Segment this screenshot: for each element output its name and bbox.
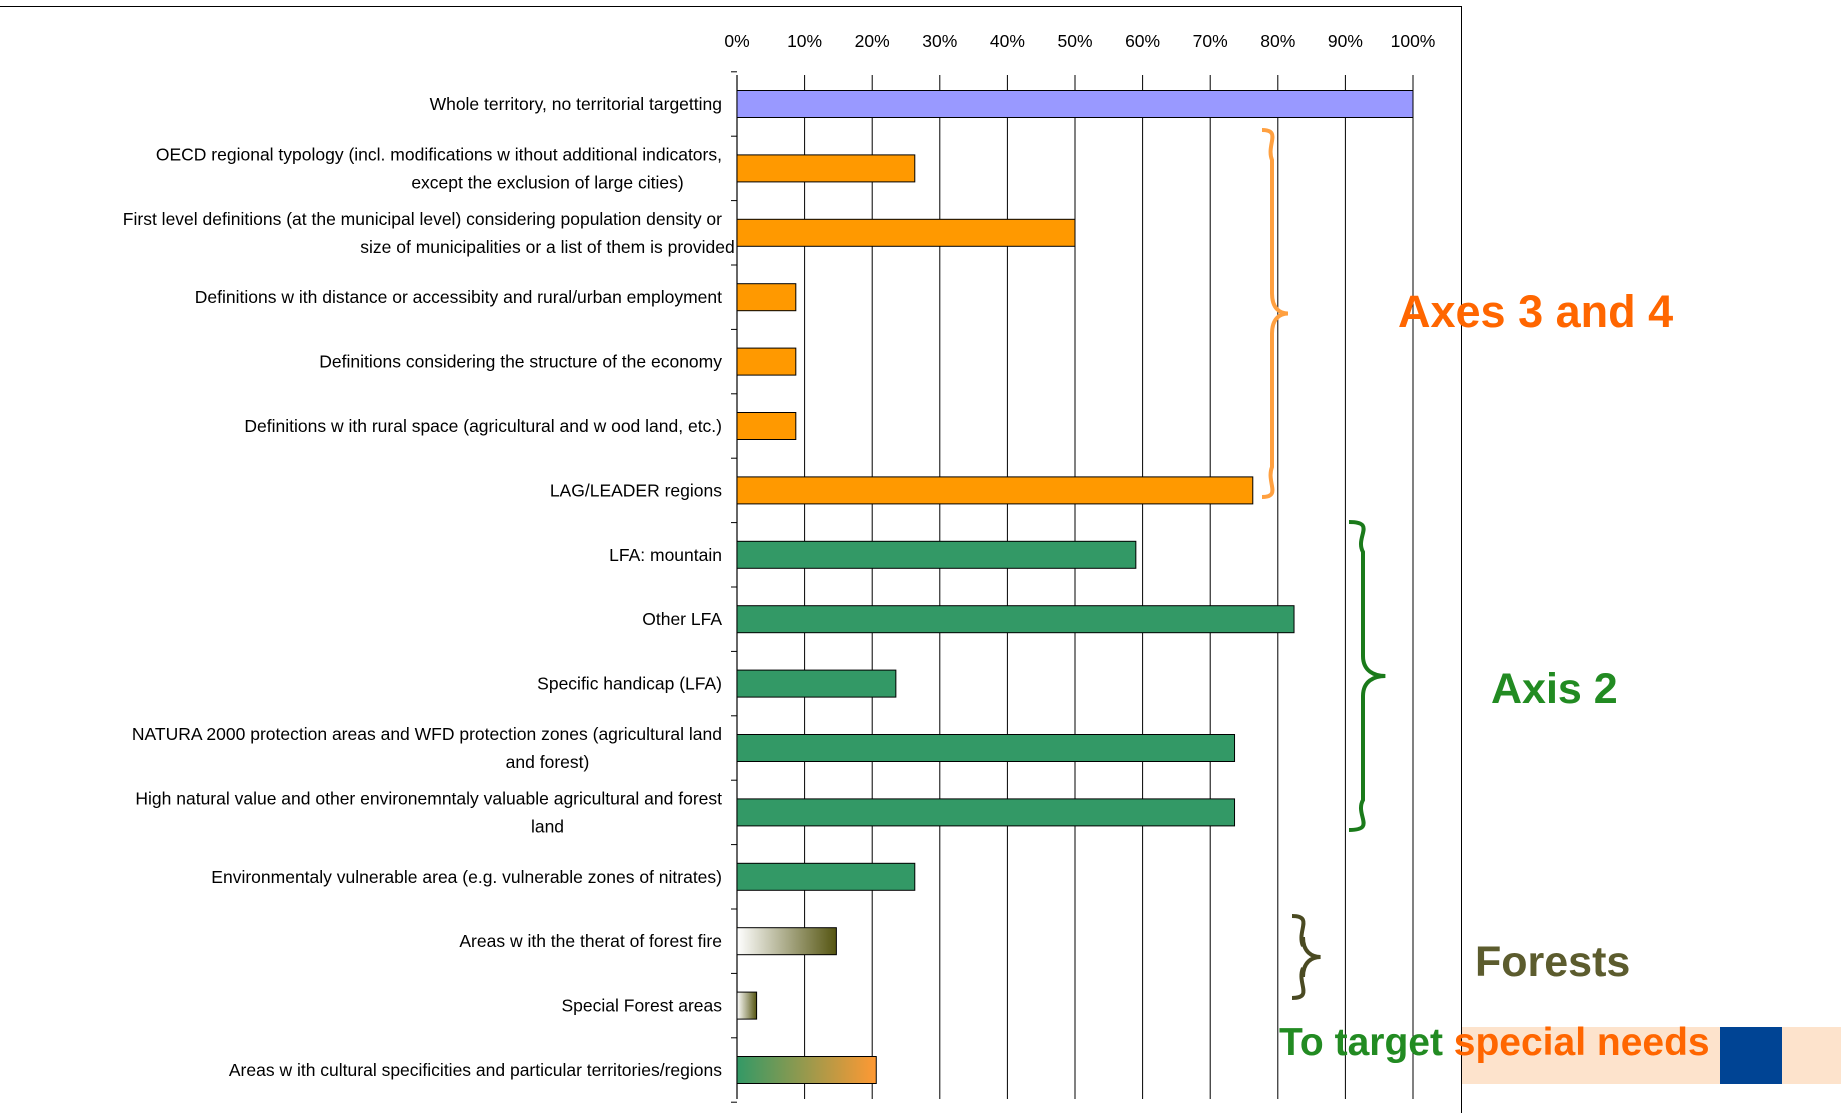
category-label: Specific handicap (LFA): [537, 674, 722, 694]
category-label: Definitions considering the structure of…: [319, 352, 722, 372]
category-label: Areas w ith cultural specificities and p…: [229, 1060, 722, 1080]
category-label: Whole territory, no territorial targetti…: [430, 94, 722, 114]
category-label: Special Forest areas: [562, 996, 723, 1016]
x-tick-label: 20%: [855, 31, 890, 51]
x-tick-label: 80%: [1260, 31, 1295, 51]
bar: [736, 991, 758, 1020]
category-label: High natural value and other environemnt…: [135, 788, 722, 808]
x-tick-label: 100%: [1391, 31, 1436, 51]
category-label: size of municipalities or a list of them…: [360, 237, 734, 257]
bar: [736, 798, 1236, 827]
category-label: LFA: mountain: [609, 545, 722, 565]
brace-axis-2: [1348, 520, 1386, 832]
bar: [736, 734, 1236, 762]
category-label: NATURA 2000 protection areas and WFD pro…: [132, 724, 722, 744]
category-label: land: [531, 816, 564, 836]
category-label: Definitions w ith distance or accessibit…: [195, 287, 722, 307]
annotation-forests: Forests: [1475, 938, 1631, 986]
category-label: Definitions w ith rural space (agricultu…: [244, 416, 722, 436]
annotation-special-part2: special needs: [1453, 1021, 1710, 1064]
x-tick-label: 0%: [724, 31, 749, 51]
bar-layer: [736, 90, 1414, 1084]
bar: [736, 154, 916, 183]
brace-axes-3-and-4: [1261, 128, 1289, 499]
bar: [736, 1056, 877, 1084]
category-label: and forest): [506, 752, 590, 772]
bar: [736, 927, 837, 956]
category-label: Other LFA: [642, 609, 722, 629]
bar: [736, 862, 916, 891]
chart-frame: [0, 6, 1462, 1113]
x-tick-label: 10%: [787, 31, 822, 51]
x-tick-label: 40%: [990, 31, 1025, 51]
annotation-axes-3-and-4: Axes 3 and 4: [1398, 286, 1674, 337]
eu-logo-block: [1720, 1027, 1782, 1084]
category-label: OECD regional typology (incl. modificati…: [156, 144, 722, 164]
x-tick-label: 30%: [922, 31, 957, 51]
x-tick-label: 90%: [1328, 31, 1363, 51]
bar: [736, 218, 1076, 247]
bar: [736, 669, 897, 698]
x-tick-label: 60%: [1125, 31, 1160, 51]
category-label: First level definitions (at the municipa…: [123, 209, 722, 229]
brace-forests: [1291, 914, 1321, 1000]
category-label: LAG/LEADER regions: [550, 480, 722, 500]
bar: [736, 540, 1137, 569]
bar: [736, 476, 1254, 505]
bar: [736, 412, 797, 440]
category-label: except the exclusion of large cities): [411, 172, 683, 192]
annotation-special-needs: To target special needs: [1279, 1021, 1710, 1065]
tick-layer: 0% 10% 20% 30% 40% 50% 60% 70% 80% 90% 100%: [724, 31, 1435, 51]
brace-layer: [1261, 128, 1386, 1000]
category-label: Areas w ith the therat of forest fire: [459, 931, 722, 951]
annotation-axis-2: Axis 2: [1491, 665, 1618, 713]
x-tick-label: 50%: [1057, 31, 1092, 51]
bar: [736, 347, 797, 376]
annotation-special-part1: To target: [1279, 1021, 1454, 1064]
bar: [736, 90, 1414, 118]
x-tick-label: 70%: [1193, 31, 1228, 51]
label-layer: Whole territory, no territorial targetti…: [123, 94, 735, 1080]
bar: [736, 283, 797, 312]
category-label: Environmentaly vulnerable area (e.g. vul…: [211, 867, 722, 887]
bar: [736, 605, 1295, 634]
